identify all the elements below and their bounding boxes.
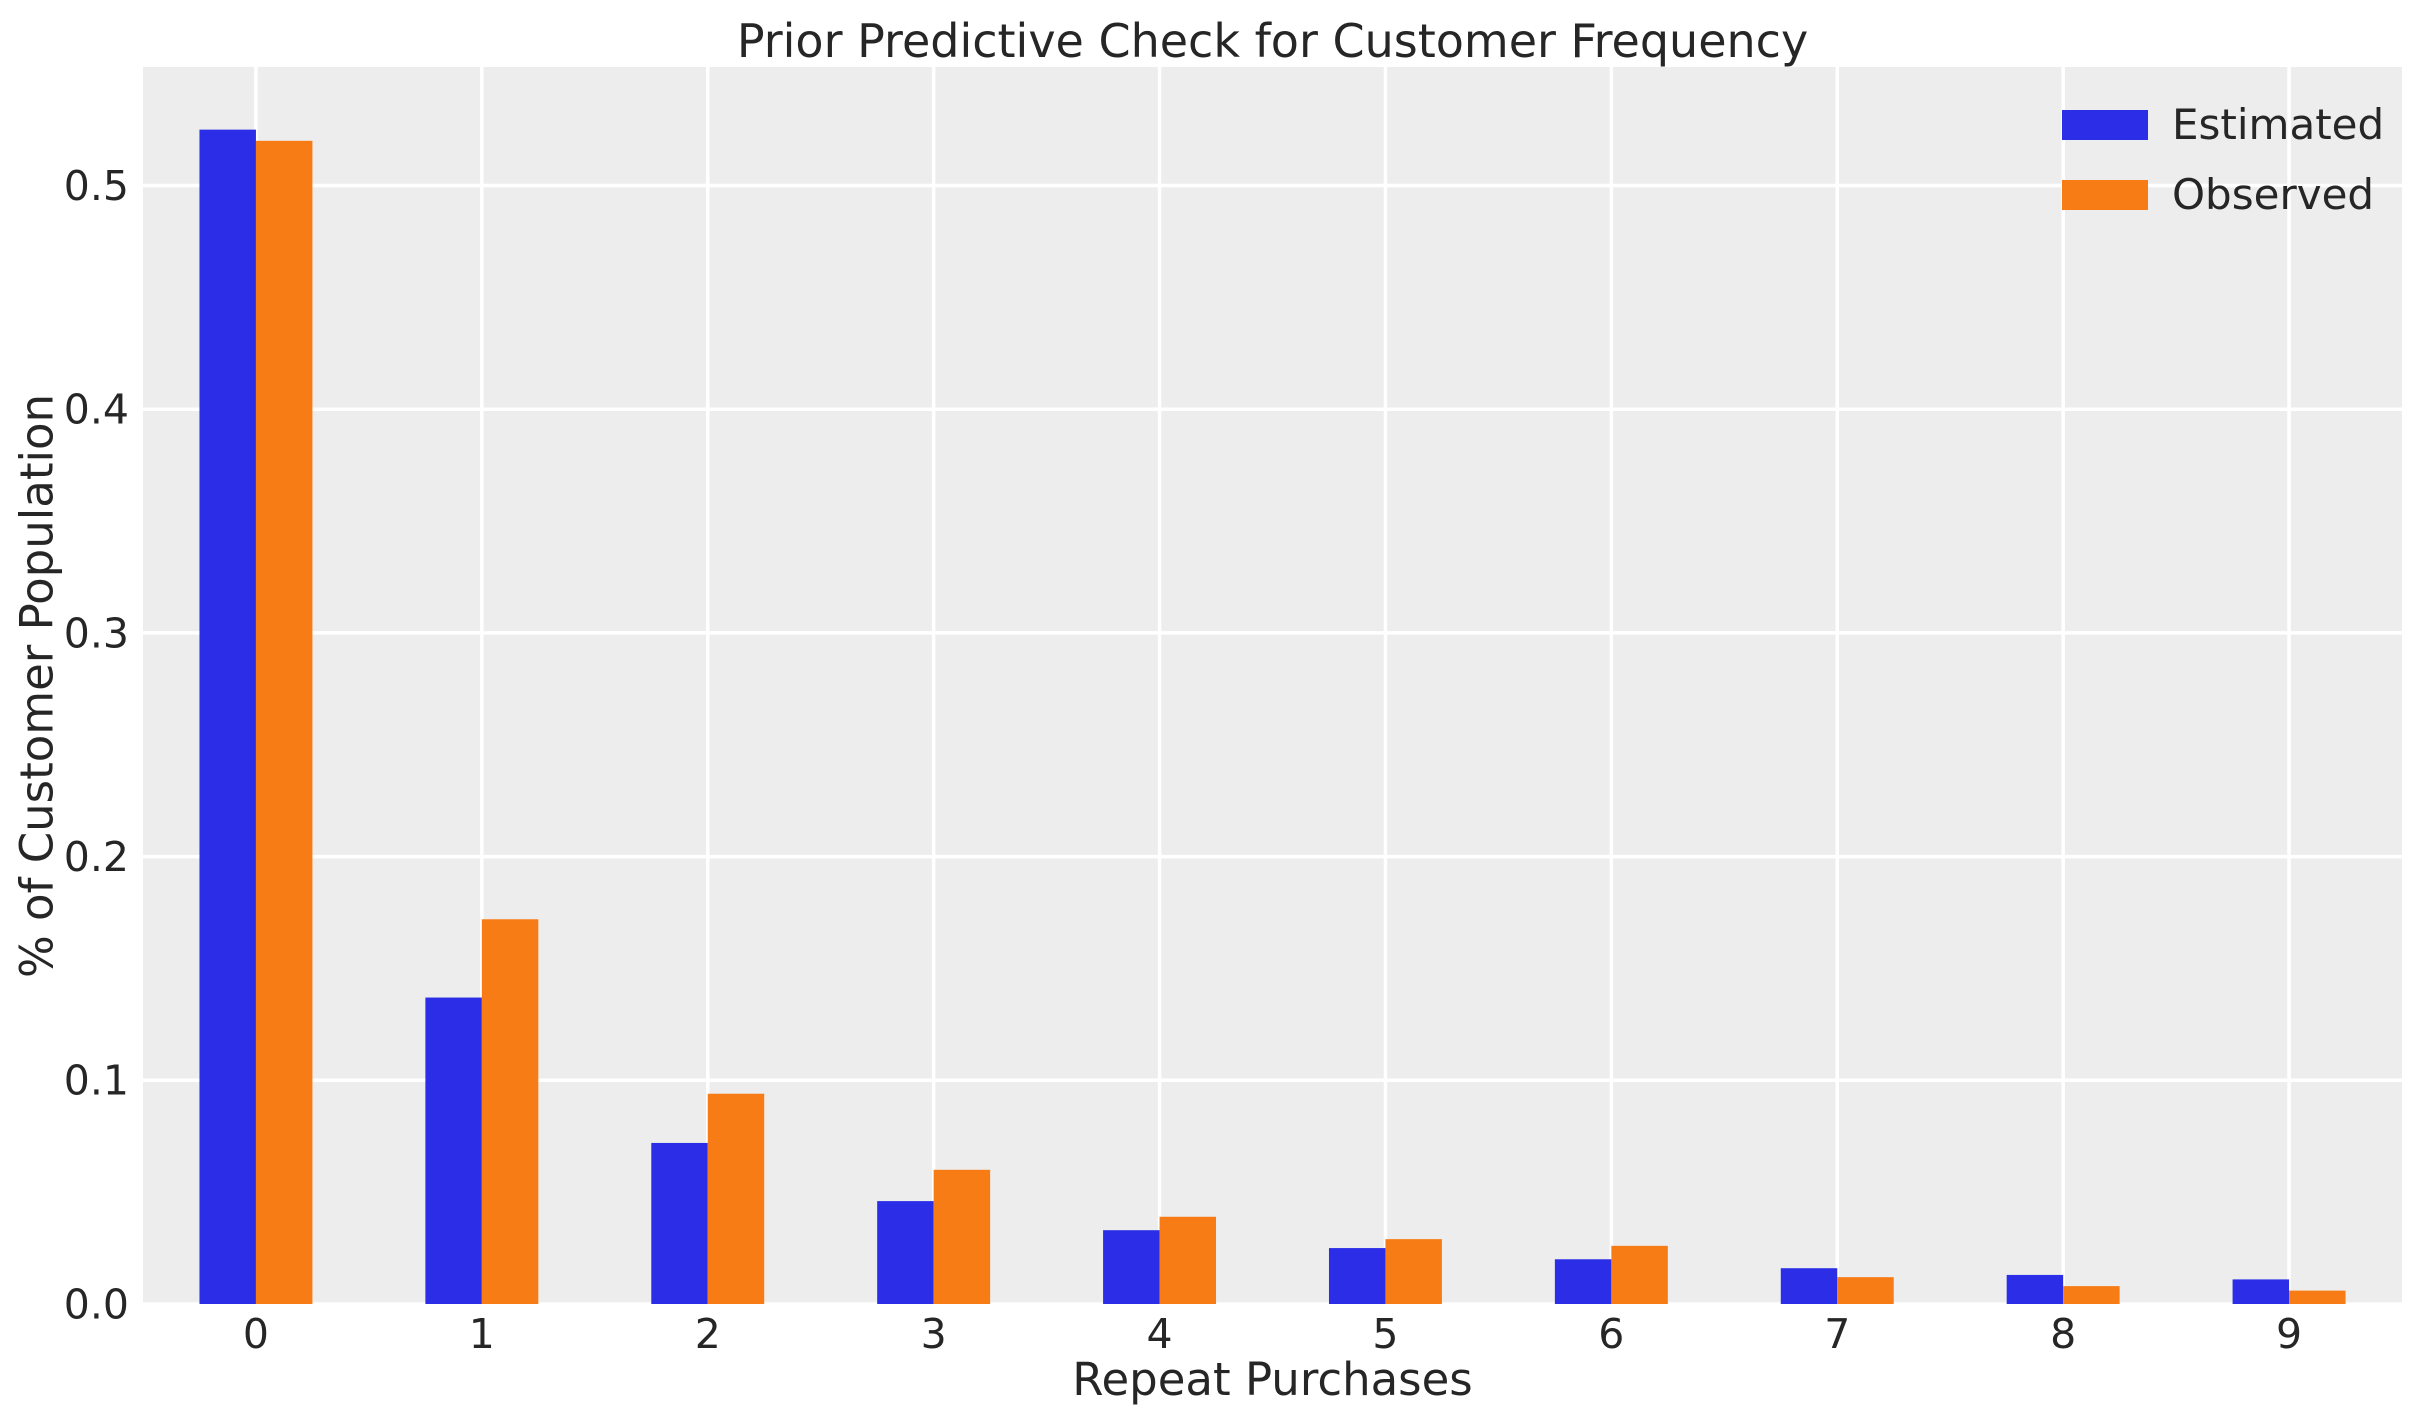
bar-observed-2 bbox=[707, 1093, 765, 1304]
y-tick-label-0.4: 0.4 bbox=[64, 386, 129, 434]
bar-estimated-1 bbox=[425, 997, 482, 1304]
y-tick-label-0.2: 0.2 bbox=[64, 833, 129, 881]
bar-estimated-3 bbox=[877, 1201, 934, 1304]
bar-observed-4 bbox=[1159, 1216, 1217, 1304]
bar-estimated-6 bbox=[1554, 1259, 1612, 1304]
bar-estimated-4 bbox=[1103, 1230, 1160, 1304]
bar-observed-0 bbox=[255, 140, 313, 1304]
y-tick-label-0.0: 0.0 bbox=[64, 1280, 129, 1328]
legend-label-estimated: Estimated bbox=[2172, 100, 2385, 149]
x-tick-label-5: 5 bbox=[1372, 1310, 1398, 1358]
x-tick-label-4: 4 bbox=[1147, 1310, 1173, 1358]
chart-title: Prior Predictive Check for Customer Freq… bbox=[736, 14, 1809, 68]
x-tick-label-8: 8 bbox=[2050, 1310, 2076, 1358]
legend-row-estimated: Estimated bbox=[2062, 104, 2384, 146]
x-tick-label-2: 2 bbox=[695, 1310, 721, 1358]
bar-observed-1 bbox=[481, 919, 539, 1304]
bar-estimated-7 bbox=[1780, 1268, 1838, 1304]
bar-observed-5 bbox=[1385, 1239, 1442, 1304]
bar-estimated-0 bbox=[199, 129, 256, 1304]
bar-observed-6 bbox=[1611, 1245, 1668, 1304]
y-tick-label-0.5: 0.5 bbox=[64, 162, 129, 210]
legend-row-observed: Observed bbox=[2062, 174, 2384, 216]
x-tick-label-7: 7 bbox=[1824, 1310, 1850, 1358]
bar-observed-3 bbox=[933, 1169, 991, 1304]
bar-observed-8 bbox=[2063, 1286, 2120, 1304]
x-tick-label-6: 6 bbox=[1598, 1310, 1624, 1358]
y-tick-label-0.1: 0.1 bbox=[64, 1057, 129, 1105]
x-tick-label-1: 1 bbox=[469, 1310, 495, 1358]
bar-estimated-9 bbox=[2232, 1279, 2290, 1304]
legend-swatch-estimated bbox=[2062, 110, 2148, 140]
y-tick-label-0.3: 0.3 bbox=[64, 609, 129, 657]
x-axis-label: Repeat Purchases bbox=[1072, 1353, 1473, 1406]
x-tick-label-9: 9 bbox=[2276, 1310, 2302, 1358]
bar-estimated-5 bbox=[1328, 1248, 1386, 1304]
legend-label-observed: Observed bbox=[2172, 170, 2375, 219]
bar-observed-9 bbox=[2289, 1290, 2346, 1304]
bar-estimated-2 bbox=[651, 1142, 708, 1304]
bar-estimated-8 bbox=[2006, 1274, 2064, 1304]
x-tick-label-0: 0 bbox=[243, 1310, 269, 1358]
bar-observed-7 bbox=[1837, 1277, 1894, 1304]
x-tick-label-3: 3 bbox=[921, 1310, 947, 1358]
legend: Estimated Observed bbox=[2062, 104, 2384, 216]
legend-swatch-observed bbox=[2062, 180, 2148, 210]
